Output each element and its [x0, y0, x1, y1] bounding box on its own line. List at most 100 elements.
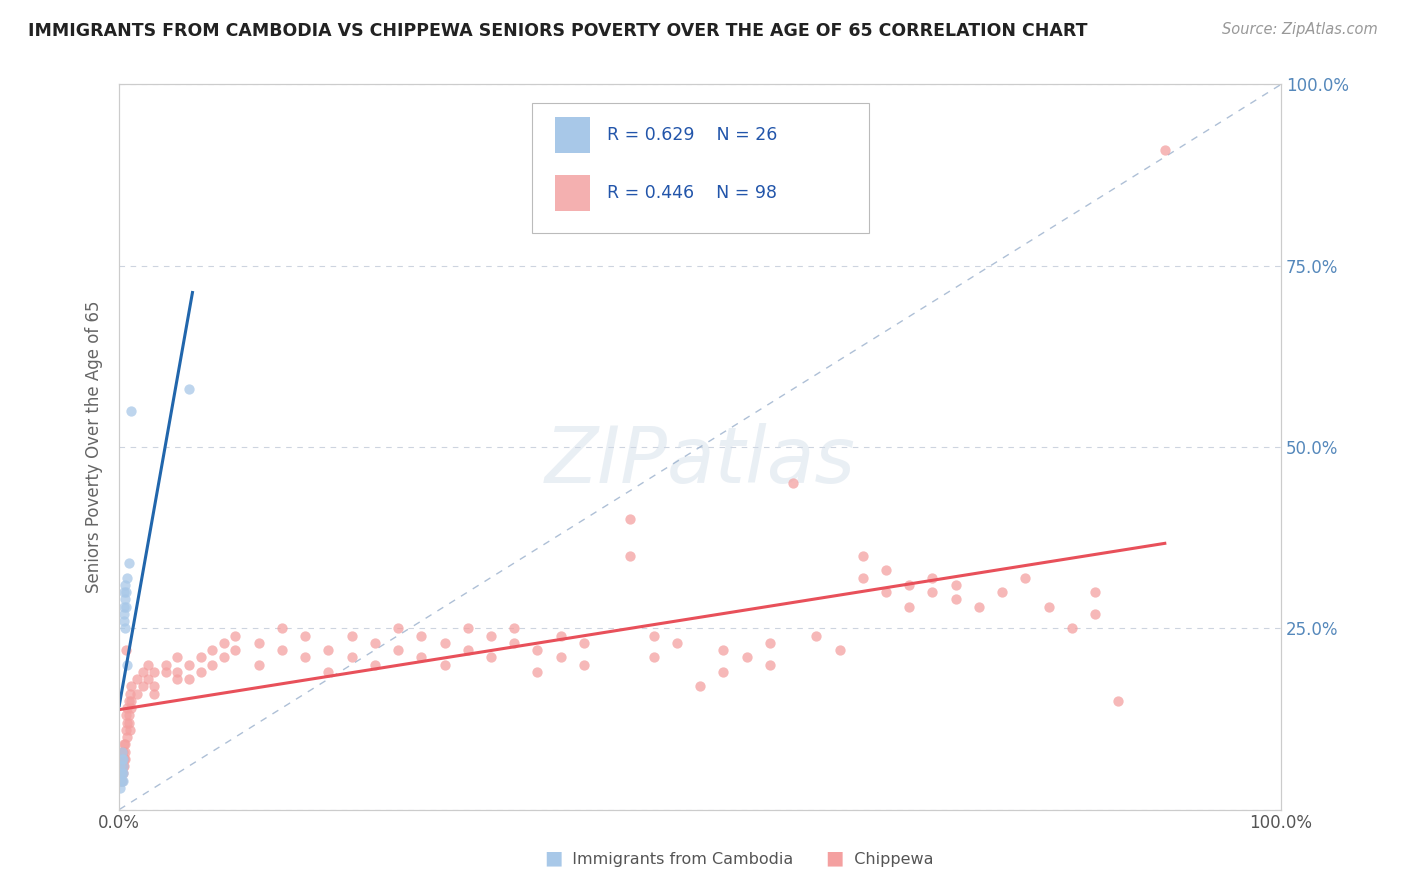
Point: [110, 752, 132, 766]
Point: [411, 650, 433, 665]
Point: [387, 643, 409, 657]
Point: [136, 672, 159, 686]
Point: [110, 759, 132, 773]
Point: [112, 599, 135, 614]
Point: [190, 665, 212, 679]
Point: [364, 657, 387, 672]
Point: [117, 715, 139, 730]
Point: [318, 643, 340, 657]
Point: [479, 650, 502, 665]
Point: [898, 599, 921, 614]
Point: [433, 657, 456, 672]
Point: [759, 657, 782, 672]
Point: [115, 599, 138, 614]
Point: [212, 636, 235, 650]
Point: [143, 686, 166, 700]
Point: [110, 773, 132, 788]
Point: [457, 621, 479, 635]
Point: [247, 636, 270, 650]
Point: [115, 708, 138, 723]
Text: ■: ■: [825, 848, 844, 867]
Point: [111, 766, 134, 780]
Point: [143, 665, 166, 679]
Point: [112, 759, 135, 773]
Point: [143, 679, 166, 693]
Point: [114, 737, 136, 751]
Point: [1060, 621, 1083, 635]
Point: [112, 752, 135, 766]
Point: [921, 570, 943, 584]
Point: [177, 672, 200, 686]
Point: [118, 686, 141, 700]
Point: [759, 636, 782, 650]
Point: [114, 752, 136, 766]
Point: [110, 745, 132, 759]
Point: [340, 628, 363, 642]
Point: [828, 643, 851, 657]
Point: [190, 650, 212, 665]
Point: [110, 766, 132, 780]
Point: [114, 621, 136, 635]
Point: [665, 636, 688, 650]
Point: [112, 737, 135, 751]
Point: [177, 657, 200, 672]
Point: [782, 476, 804, 491]
Text: IMMIGRANTS FROM CAMBODIA VS CHIPPEWA SENIORS POVERTY OVER THE AGE OF 65 CORRELAT: IMMIGRANTS FROM CAMBODIA VS CHIPPEWA SEN…: [28, 22, 1088, 40]
Text: Chippewa: Chippewa: [844, 852, 934, 867]
Point: [550, 628, 572, 642]
Point: [224, 643, 246, 657]
Point: [111, 759, 134, 773]
Point: [550, 650, 572, 665]
Point: [110, 773, 132, 788]
Text: R = 0.446    N = 98: R = 0.446 N = 98: [607, 185, 778, 202]
Text: ZIPatlas: ZIPatlas: [544, 424, 856, 500]
Point: [364, 636, 387, 650]
Point: [689, 679, 711, 693]
Point: [271, 621, 294, 635]
Point: [110, 773, 132, 788]
Point: [711, 665, 734, 679]
Point: [110, 766, 132, 780]
Point: [503, 621, 526, 635]
Point: [110, 752, 132, 766]
FancyBboxPatch shape: [555, 175, 589, 211]
Point: [117, 570, 139, 584]
Point: [643, 650, 665, 665]
Point: [166, 672, 188, 686]
Point: [224, 628, 246, 642]
Point: [117, 556, 139, 570]
Text: Source: ZipAtlas.com: Source: ZipAtlas.com: [1222, 22, 1378, 37]
FancyBboxPatch shape: [555, 117, 589, 153]
Point: [619, 512, 641, 526]
Point: [110, 773, 132, 788]
Point: [572, 636, 595, 650]
Point: [875, 585, 897, 599]
Point: [411, 628, 433, 642]
Point: [201, 657, 224, 672]
Point: [1153, 143, 1175, 157]
Point: [479, 628, 502, 642]
Point: [120, 694, 142, 708]
Point: [155, 665, 177, 679]
Point: [115, 723, 138, 737]
Text: ■: ■: [544, 848, 562, 867]
Point: [1038, 599, 1060, 614]
Point: [110, 766, 132, 780]
Point: [111, 745, 134, 759]
Point: [991, 585, 1014, 599]
Point: [114, 745, 136, 759]
Point: [166, 650, 188, 665]
Point: [806, 628, 828, 642]
Point: [945, 592, 967, 607]
Point: [735, 650, 758, 665]
Point: [711, 643, 734, 657]
Point: [136, 657, 159, 672]
Point: [852, 549, 875, 563]
Point: [115, 585, 138, 599]
Point: [117, 715, 139, 730]
Point: [112, 614, 135, 628]
Point: [117, 657, 139, 672]
Point: [945, 578, 967, 592]
Point: [294, 628, 316, 642]
Point: [1084, 585, 1107, 599]
